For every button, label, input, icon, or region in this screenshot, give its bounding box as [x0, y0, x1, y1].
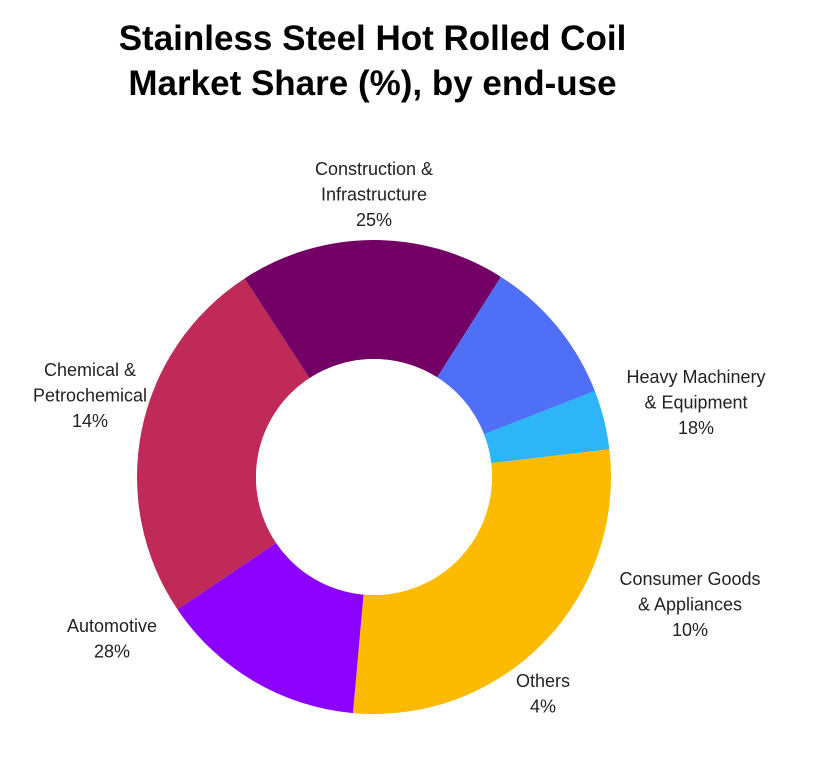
- slice-category-label: Infrastructure: [321, 185, 427, 205]
- slice-value-label: 28%: [94, 642, 130, 662]
- chart-title: Stainless Steel Hot Rolled Coil Market S…: [0, 16, 745, 106]
- slice-label-3: Consumer Goods & Appliances 10%: [619, 569, 760, 640]
- slice-value-label: 14%: [72, 411, 108, 431]
- slice-4: [483, 391, 610, 464]
- slice-1: [137, 278, 310, 610]
- slice-label-5: Automotive 28%: [67, 616, 157, 662]
- slice-category-label: Petrochemical: [33, 386, 147, 406]
- slice-labels: Construction & Infrastructure 25% Heavy Mac…: [33, 159, 766, 717]
- slice-category-label: & Equipment: [644, 393, 747, 413]
- slice-category-label: Consumer Goods: [619, 569, 760, 589]
- slice-category-label: Chemical &: [44, 360, 136, 380]
- donut-hole: [256, 359, 492, 595]
- slice-label-1: Construction & Infrastructure 25%: [315, 159, 433, 230]
- slice-5: [352, 449, 611, 714]
- slice-label-2: Heavy Machinery & Equipment 18%: [626, 367, 765, 438]
- slice-value-label: 18%: [678, 418, 714, 438]
- chart-title-line-1: Stainless Steel Hot Rolled Coil: [118, 19, 627, 58]
- slice-value-label: 4%: [530, 697, 556, 717]
- slice-label-6: Chemical & Petrochemical 14%: [33, 360, 147, 431]
- donut-slices: [137, 239, 611, 714]
- slice-value-label: 25%: [356, 210, 392, 230]
- slice-6: [177, 542, 364, 714]
- slice-category-label: Heavy Machinery: [626, 367, 765, 387]
- slice-category-label: Automotive: [67, 616, 157, 636]
- slice-value-label: 10%: [672, 620, 708, 640]
- slice-3: [437, 276, 595, 435]
- chart-title-line-2: Market Share (%), by end-use: [128, 64, 617, 103]
- slice-category-label: Others: [516, 671, 570, 691]
- slice-label-4: Others 4%: [516, 671, 570, 717]
- slice-category-label: Construction &: [315, 159, 433, 179]
- slice-2: [244, 239, 501, 379]
- slice-category-label: & Appliances: [638, 595, 742, 615]
